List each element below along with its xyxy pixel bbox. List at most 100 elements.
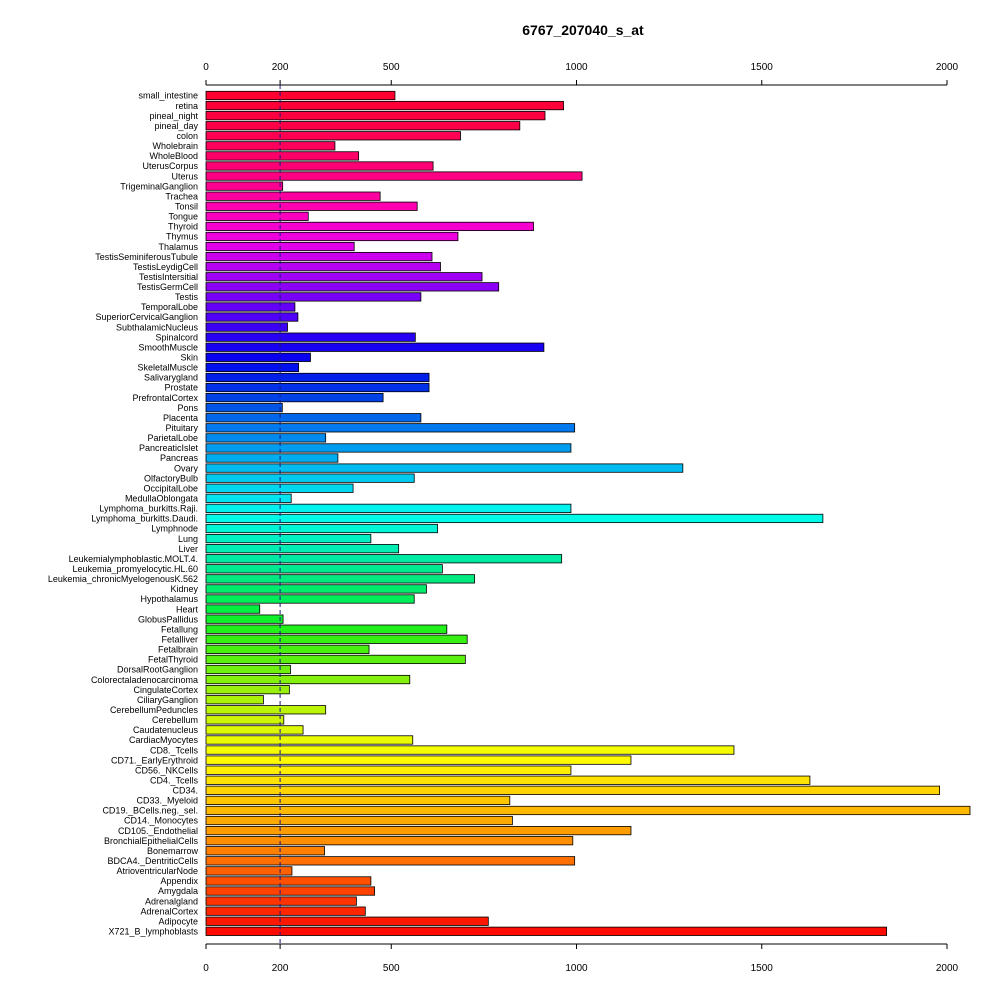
category-label-58: Colorectaladenocarcinoma [91, 675, 198, 685]
bar-53 [205, 624, 448, 634]
category-label-71: CD19._BCells.neg._sel. [102, 806, 198, 816]
category-label-73: CD105._Endothelial [118, 826, 198, 836]
bar-0 [205, 90, 396, 101]
category-label-55: Fetalbrain [158, 645, 198, 655]
category-label-2: pineal_night [149, 111, 198, 121]
bar-17 [205, 262, 441, 272]
bar-40 [205, 493, 292, 503]
bar-47 [205, 564, 443, 574]
bar-19 [205, 282, 500, 292]
bar-7 [205, 161, 434, 171]
bar-4 [205, 131, 461, 141]
bar-66 [205, 755, 632, 765]
category-label-82: Adipocyte [158, 916, 198, 926]
bar-62 [205, 715, 285, 725]
bar-70 [205, 795, 511, 806]
category-label-35: PancreaticIslet [139, 443, 199, 453]
category-label-46: Leukemialymphoblastic.MOLT.4. [69, 554, 198, 564]
category-label-44: Lung [178, 534, 198, 544]
category-label-19: TestisGermCell [137, 282, 198, 292]
bar-81 [205, 906, 366, 916]
category-label-25: SmoothMuscle [138, 342, 198, 352]
bar-67 [205, 765, 572, 775]
category-label-83: X721_B_lymphoblasts [108, 927, 198, 937]
bar-11 [205, 201, 418, 211]
top-tick-label: 200 [272, 62, 289, 73]
category-label-56: FetalThyroid [148, 655, 198, 665]
category-label-67: CD56._NKCells [135, 765, 199, 775]
category-label-53: Fetallung [161, 624, 198, 634]
bar-24 [205, 332, 416, 342]
bar-37 [205, 463, 684, 473]
category-label-23: SubthalamicNucleus [116, 322, 199, 332]
category-label-74: BronchialEpithelialCells [104, 836, 199, 846]
category-label-31: Pons [177, 403, 198, 413]
bottom-tick-label: 1500 [751, 963, 774, 974]
category-label-17: TestisLeydigCell [133, 262, 198, 272]
category-label-5: Wholebrain [152, 141, 198, 151]
bar-54 [205, 634, 468, 644]
bar-80 [205, 896, 357, 906]
category-label-45: Liver [178, 544, 198, 554]
category-label-75: Bonemarrow [147, 846, 199, 856]
category-label-1: retina [175, 101, 198, 111]
bar-42 [205, 513, 824, 524]
bar-36 [205, 453, 339, 463]
bar-73 [205, 826, 632, 836]
bar-18 [205, 272, 483, 282]
category-label-0: small_intestine [138, 91, 198, 101]
bars-group [205, 90, 971, 936]
category-label-15: Thalamus [158, 242, 198, 252]
bar-58 [205, 674, 411, 685]
bar-20 [205, 292, 422, 302]
category-label-29: Prostate [164, 383, 198, 393]
bar-5 [205, 141, 336, 151]
bar-59 [205, 685, 290, 695]
bar-35 [205, 443, 572, 453]
bar-63 [205, 725, 304, 735]
top-tick-label: 2000 [936, 62, 959, 73]
bar-29 [205, 382, 430, 393]
top-tick-label: 1000 [565, 62, 588, 73]
bar-41 [205, 503, 572, 513]
category-label-51: Heart [176, 604, 199, 614]
category-label-81: AdrenalCortex [140, 906, 198, 916]
category-label-6: WholeBlood [149, 151, 198, 161]
category-label-69: CD34. [172, 786, 198, 796]
category-label-78: Appendix [160, 876, 198, 886]
category-label-18: TestisIntersitial [139, 272, 198, 282]
category-label-72: CD14._Monocytes [124, 816, 199, 826]
bar-78 [205, 876, 372, 886]
bar-77 [205, 866, 293, 876]
bar-31 [205, 403, 283, 413]
category-label-42: Lymphoma_burkitts.Daudi. [91, 514, 198, 524]
top-tick-label: 1500 [751, 62, 774, 73]
category-label-39: OccipitalLobe [143, 483, 198, 493]
bar-56 [205, 654, 466, 665]
bar-61 [205, 705, 327, 715]
category-label-60: CiliaryGanglion [137, 695, 198, 705]
bar-9 [205, 181, 284, 191]
bar-68 [205, 775, 811, 785]
bar-6 [205, 151, 360, 161]
category-label-80: Adrenalgland [145, 896, 198, 906]
category-label-32: Placenta [163, 413, 198, 423]
top-x-axis: 0 200 500 1000 1500 2000 [203, 62, 959, 86]
bar-33 [205, 423, 576, 433]
category-label-34: ParietalLobe [147, 433, 198, 443]
category-label-7: UterusCorpus [142, 161, 198, 171]
bar-43 [205, 523, 438, 534]
bottom-tick-label: 1000 [565, 963, 588, 974]
bar-83 [205, 926, 888, 936]
category-label-3: pineal_day [154, 121, 198, 131]
category-label-62: Cerebellum [152, 715, 198, 725]
category-label-48: Leukemia_chronicMyelogenousK.562 [48, 574, 198, 584]
bar-64 [205, 735, 414, 745]
bar-32 [205, 413, 422, 423]
bar-22 [205, 312, 299, 322]
bar-10 [205, 191, 381, 201]
bar-49 [205, 584, 427, 594]
category-label-43: Lymphnode [151, 524, 198, 534]
category-label-50: Hypothalamus [140, 594, 198, 604]
